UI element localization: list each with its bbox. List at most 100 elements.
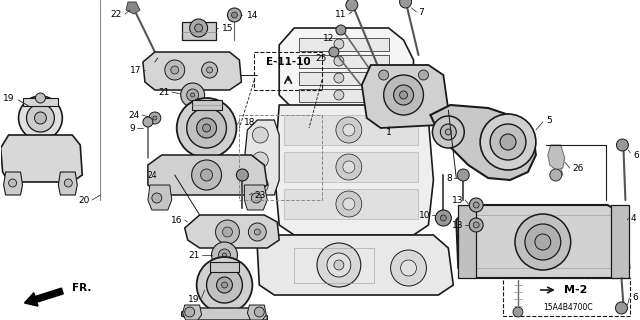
Polygon shape bbox=[257, 235, 453, 295]
Polygon shape bbox=[126, 2, 140, 14]
Circle shape bbox=[196, 118, 216, 138]
Text: E-11-10: E-11-10 bbox=[266, 57, 310, 67]
Circle shape bbox=[187, 89, 198, 101]
Circle shape bbox=[334, 90, 344, 100]
Bar bbox=[299, 38, 388, 51]
Text: 21: 21 bbox=[158, 87, 170, 97]
Circle shape bbox=[433, 116, 464, 148]
Circle shape bbox=[473, 222, 479, 228]
Bar bbox=[284, 152, 419, 182]
Bar bbox=[239, 115, 322, 200]
Circle shape bbox=[252, 177, 268, 193]
Text: 22: 22 bbox=[111, 10, 122, 19]
Text: 11: 11 bbox=[335, 10, 347, 19]
Circle shape bbox=[236, 169, 248, 181]
Text: 4: 4 bbox=[630, 213, 636, 222]
Polygon shape bbox=[279, 28, 413, 110]
Circle shape bbox=[143, 117, 153, 127]
Circle shape bbox=[383, 75, 424, 115]
Circle shape bbox=[191, 93, 195, 97]
Circle shape bbox=[35, 93, 45, 103]
Circle shape bbox=[152, 193, 162, 203]
Circle shape bbox=[252, 193, 261, 203]
Polygon shape bbox=[143, 52, 241, 90]
Bar bbox=[294, 248, 374, 283]
Circle shape bbox=[207, 67, 212, 73]
Text: 19: 19 bbox=[188, 295, 200, 305]
Text: 13: 13 bbox=[452, 220, 463, 229]
Text: 13: 13 bbox=[452, 196, 463, 204]
Circle shape bbox=[216, 220, 239, 244]
Circle shape bbox=[390, 250, 426, 286]
Circle shape bbox=[336, 25, 346, 35]
Polygon shape bbox=[4, 172, 22, 195]
Circle shape bbox=[232, 12, 237, 18]
Polygon shape bbox=[148, 185, 172, 210]
Circle shape bbox=[221, 282, 227, 288]
Circle shape bbox=[334, 56, 344, 66]
Text: 24: 24 bbox=[147, 171, 157, 180]
Circle shape bbox=[445, 129, 451, 135]
Text: 15: 15 bbox=[221, 23, 233, 33]
Text: 21: 21 bbox=[188, 251, 200, 260]
Polygon shape bbox=[431, 105, 536, 180]
Circle shape bbox=[189, 19, 207, 37]
Bar bbox=[503, 278, 630, 316]
Bar bbox=[458, 205, 476, 278]
Bar bbox=[611, 205, 629, 278]
Circle shape bbox=[187, 108, 227, 148]
Polygon shape bbox=[274, 105, 433, 235]
Text: 16: 16 bbox=[172, 215, 182, 225]
Text: 18: 18 bbox=[244, 117, 256, 126]
Circle shape bbox=[19, 96, 62, 140]
Circle shape bbox=[252, 127, 268, 143]
Circle shape bbox=[195, 24, 203, 32]
Circle shape bbox=[196, 257, 252, 313]
Bar bbox=[284, 189, 419, 219]
Bar bbox=[22, 98, 58, 106]
Bar bbox=[182, 22, 216, 40]
Bar bbox=[299, 55, 388, 68]
Circle shape bbox=[343, 124, 355, 136]
Circle shape bbox=[440, 124, 456, 140]
Polygon shape bbox=[1, 135, 82, 182]
Circle shape bbox=[394, 85, 413, 105]
Polygon shape bbox=[548, 145, 564, 170]
Text: 26: 26 bbox=[573, 164, 584, 172]
Text: M-2: M-2 bbox=[564, 285, 588, 295]
Text: 5: 5 bbox=[546, 116, 552, 124]
Circle shape bbox=[336, 191, 362, 217]
Text: 24: 24 bbox=[129, 110, 140, 119]
Circle shape bbox=[171, 66, 179, 74]
Text: 9: 9 bbox=[129, 124, 135, 132]
Text: 23: 23 bbox=[254, 190, 266, 199]
Text: 15A4B4700C: 15A4B4700C bbox=[543, 303, 593, 313]
Text: 8: 8 bbox=[447, 173, 452, 182]
Circle shape bbox=[513, 307, 523, 317]
Circle shape bbox=[399, 91, 408, 99]
Polygon shape bbox=[362, 65, 449, 128]
Circle shape bbox=[153, 116, 157, 120]
Bar bbox=[191, 100, 221, 110]
Circle shape bbox=[185, 307, 195, 317]
Circle shape bbox=[64, 179, 72, 187]
Circle shape bbox=[480, 114, 536, 170]
Circle shape bbox=[334, 73, 344, 83]
Circle shape bbox=[616, 139, 628, 151]
Circle shape bbox=[200, 169, 212, 181]
Circle shape bbox=[336, 117, 362, 143]
Circle shape bbox=[490, 124, 526, 160]
Text: 10: 10 bbox=[419, 211, 431, 220]
Circle shape bbox=[435, 210, 451, 226]
Circle shape bbox=[218, 249, 230, 261]
Text: 14: 14 bbox=[248, 11, 259, 20]
Polygon shape bbox=[185, 215, 279, 248]
Polygon shape bbox=[248, 305, 266, 320]
Polygon shape bbox=[456, 205, 629, 278]
Circle shape bbox=[202, 62, 218, 78]
Circle shape bbox=[180, 83, 205, 107]
Circle shape bbox=[515, 214, 571, 270]
Circle shape bbox=[550, 169, 562, 181]
Circle shape bbox=[227, 8, 241, 22]
Circle shape bbox=[26, 104, 54, 132]
